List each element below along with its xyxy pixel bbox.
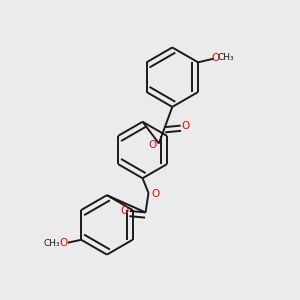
Text: CH₃: CH₃ [218,53,234,62]
Text: O: O [151,189,159,199]
Text: O: O [212,53,220,63]
Text: CH₃: CH₃ [43,239,60,248]
Text: O: O [120,206,129,216]
Text: O: O [148,140,157,150]
Text: O: O [59,238,68,248]
Text: O: O [182,121,190,130]
